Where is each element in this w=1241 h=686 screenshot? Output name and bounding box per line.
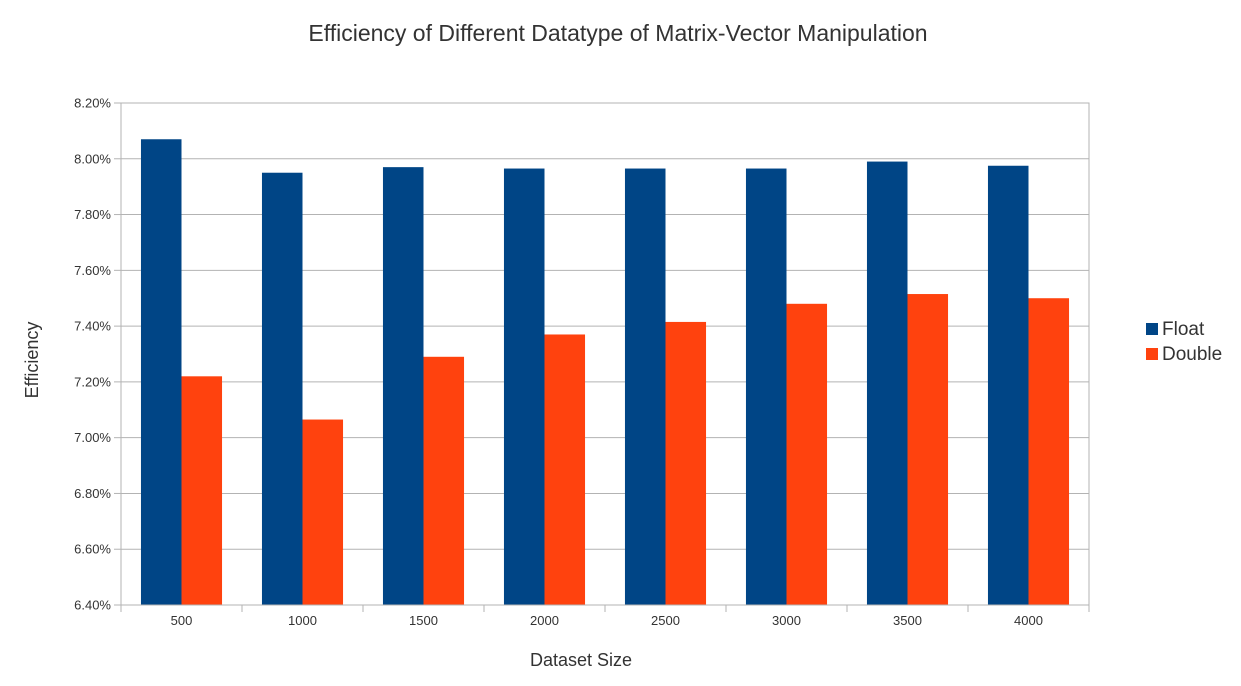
y-tick-label: 6.80% bbox=[74, 486, 111, 501]
y-axis-title: Efficiency bbox=[22, 322, 42, 399]
x-tick-label: 1500 bbox=[409, 613, 438, 628]
bar-float bbox=[382, 167, 424, 605]
x-tick-label: 3500 bbox=[893, 613, 922, 628]
y-tick-label: 8.00% bbox=[74, 151, 111, 166]
y-tick-label: 7.20% bbox=[74, 374, 111, 389]
bar-float bbox=[745, 168, 787, 606]
y-tick-label: 6.60% bbox=[74, 542, 111, 557]
bar-float bbox=[140, 139, 182, 605]
legend-label-float: Float bbox=[1162, 319, 1205, 340]
legend-swatch-float bbox=[1146, 323, 1158, 335]
x-tick-label: 3000 bbox=[772, 613, 801, 628]
y-tick-label: 7.00% bbox=[74, 430, 111, 445]
bar-double bbox=[786, 303, 828, 605]
y-tick-label: 8.20% bbox=[74, 96, 111, 111]
y-tick-label: 7.80% bbox=[74, 207, 111, 222]
bar-float bbox=[503, 168, 545, 606]
x-tick-label: 4000 bbox=[1014, 613, 1043, 628]
bar-double bbox=[544, 334, 586, 605]
y-tick-label: 7.60% bbox=[74, 263, 111, 278]
axes: 6.40% 6.60% 6.80% 7.00% 7.20% 7.40% 7.60% 7.80%… bbox=[74, 96, 1090, 628]
bars bbox=[140, 139, 1070, 606]
chart-title: Efficiency of Different Datatype of Matr… bbox=[308, 20, 927, 46]
x-axis-title: Dataset Size bbox=[530, 650, 632, 670]
bar-double bbox=[907, 294, 949, 605]
y-tick-label: 7.40% bbox=[74, 319, 111, 334]
bar-float bbox=[987, 165, 1029, 605]
legend: Float Double bbox=[1146, 319, 1222, 365]
y-tick-label: 6.40% bbox=[74, 598, 111, 613]
bar-float bbox=[866, 161, 908, 606]
x-tick-label: 2500 bbox=[651, 613, 680, 628]
legend-swatch-double bbox=[1146, 348, 1158, 360]
bar-float bbox=[624, 168, 666, 606]
bar-double bbox=[181, 376, 223, 605]
bar-double bbox=[423, 356, 465, 605]
bar-double bbox=[302, 419, 344, 605]
x-tick-label: 1000 bbox=[288, 613, 317, 628]
bar-double bbox=[1028, 298, 1070, 605]
legend-label-double: Double bbox=[1162, 344, 1222, 365]
x-tick-label: 500 bbox=[171, 613, 193, 628]
bar-double bbox=[665, 321, 707, 605]
bar-float bbox=[261, 172, 303, 605]
x-tick-label: 2000 bbox=[530, 613, 559, 628]
